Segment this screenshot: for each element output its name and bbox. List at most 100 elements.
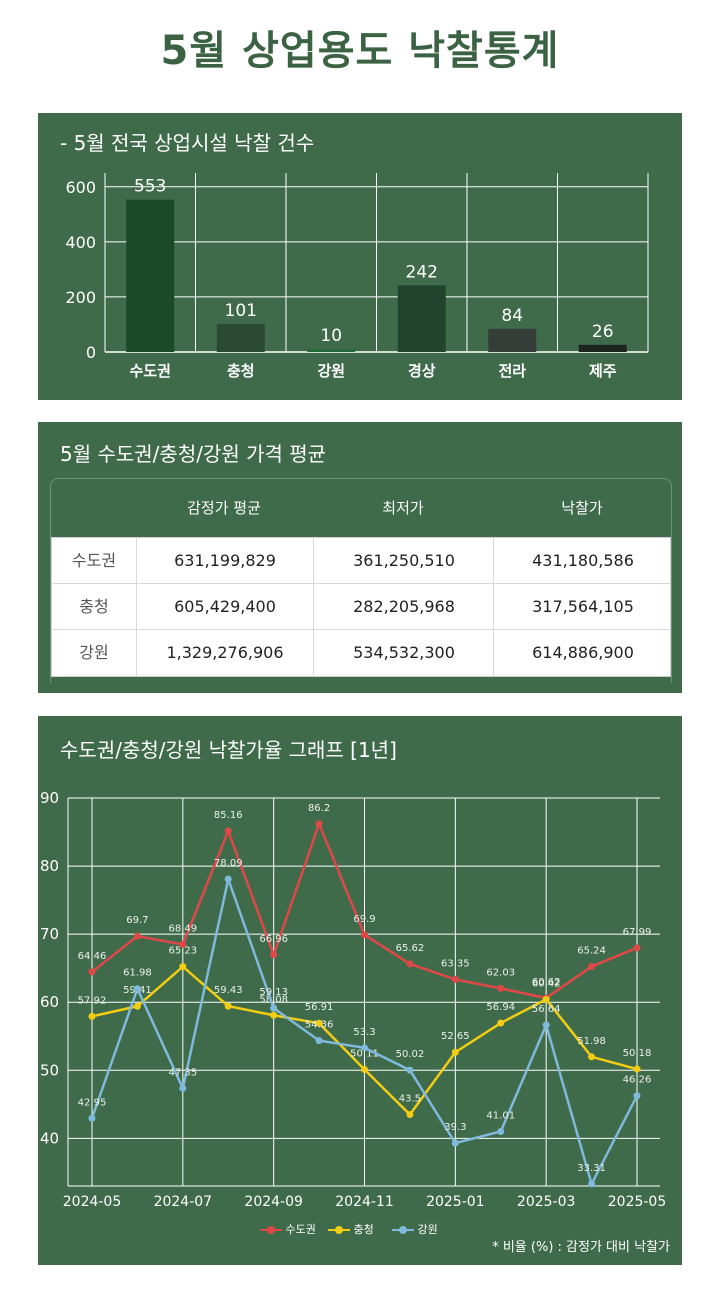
data-point [315, 820, 323, 828]
data-point [361, 931, 368, 939]
data-point [270, 1011, 278, 1019]
data-point [451, 1139, 459, 1147]
y-tick-label: 200 [65, 288, 96, 307]
bar-value-label: 242 [406, 262, 438, 282]
data-label: 53.3 [353, 1027, 375, 1038]
data-point [361, 1066, 368, 1074]
data-point [406, 960, 414, 968]
data-label: 62.03 [486, 967, 515, 978]
data-point [270, 951, 278, 959]
y-tick-label: 40 [40, 1129, 59, 1147]
data-point [588, 963, 596, 971]
y-tick-label: 80 [40, 857, 59, 875]
data-label: 78.09 [214, 858, 243, 869]
data-label: 58.08 [259, 994, 288, 1005]
x-tick-label: 충청 [227, 362, 255, 380]
y-tick-label: 0 [86, 343, 96, 362]
table-row: 수도권 631,199,829 361,250,510 431,180,586 [52, 538, 670, 584]
price-table: 감정가 평균 최저가 낙찰가 수도권 631,199,829 361,250,5… [50, 478, 672, 683]
data-label: 52.65 [441, 1031, 470, 1042]
data-label: 33.31 [577, 1163, 606, 1174]
data-point [406, 1111, 414, 1119]
table-row: 강원 1,329,276,906 534,532,300 614,886,900 [52, 630, 670, 676]
cell-winning: 614,886,900 [532, 643, 634, 662]
cell-appraisal: 605,429,400 [174, 597, 276, 616]
data-label: 66.96 [259, 934, 288, 945]
cell-minimum: 534,532,300 [353, 643, 455, 662]
legend-item-gangwon: 강원 [392, 1221, 438, 1237]
x-tick-label: 2024-09 [244, 1194, 303, 1210]
x-tick-label: 제주 [589, 362, 617, 380]
data-point [633, 1092, 641, 1100]
data-point [588, 1180, 596, 1188]
x-tick-label: 경상 [408, 362, 436, 380]
data-point [497, 1019, 505, 1027]
price-table-panel: 5월 수도권/충청/강원 가격 평균 감정가 평균 최저가 낙찰가 수도권 63… [38, 422, 682, 693]
data-label: 69.9 [353, 914, 375, 925]
data-point [88, 968, 96, 976]
data-label: 56.94 [486, 1002, 515, 1013]
data-point [88, 1114, 96, 1122]
data-label: 43.5 [399, 1094, 421, 1105]
data-label: 50.18 [623, 1048, 652, 1059]
row-header-chungcheong: 충청 [79, 597, 109, 616]
data-point [361, 1044, 368, 1052]
y-tick-label: 600 [65, 178, 96, 197]
legend-item-sudogwon: 수도권 [260, 1221, 316, 1237]
data-point [406, 1066, 414, 1074]
data-label: 57.92 [78, 995, 107, 1006]
data-label: 59.43 [214, 985, 243, 996]
price-table-title: 5월 수도권/충청/강원 가격 평균 [60, 442, 327, 466]
data-point [88, 1012, 96, 1020]
page-title: 5월 상업용도 낙찰통계 [160, 28, 560, 74]
data-label: 61.98 [123, 968, 152, 979]
data-point [633, 944, 641, 952]
bar [126, 199, 175, 352]
x-tick-label: 2024-07 [154, 1194, 213, 1210]
bar-value-label: 553 [134, 177, 166, 197]
data-point [179, 1084, 187, 1092]
series-2: 42.95 61.98 47.35 78.09 59.13 54.36 53.3 50.02 3… [78, 858, 651, 1188]
line-chart-title: 수도권/충청/강원 낙찰가율 그래프 [1년] [60, 738, 397, 762]
row-header-gangwon: 강원 [79, 643, 109, 662]
data-point [542, 995, 550, 1003]
y-tick-label: 60 [40, 993, 59, 1011]
data-label: 69.7 [126, 915, 148, 926]
table-header: 감정가 평균 최저가 낙찰가 [51, 479, 671, 537]
data-label: 42.95 [78, 1097, 107, 1108]
y-tick-label: 70 [40, 925, 59, 943]
data-label: 50.02 [396, 1049, 425, 1060]
data-label: 41.01 [486, 1110, 515, 1121]
x-tick-label: 2024-05 [63, 1194, 122, 1210]
data-point [497, 984, 505, 992]
bar-chart: 0 200 400 600 553 수도권 101 충청 10 강원 242 경상 84 전라 26 제주 [65, 173, 649, 380]
data-point [497, 1127, 505, 1135]
column-header-minimum: 최저가 [382, 499, 424, 517]
data-label: 86.2 [308, 803, 330, 814]
data-label: 59.13 [259, 987, 288, 998]
data-point [315, 1019, 323, 1027]
data-label: 39.3 [444, 1122, 466, 1133]
bar-value-label: 26 [592, 322, 614, 342]
data-label: 47.35 [169, 1067, 198, 1078]
bar-grid [104, 173, 649, 352]
data-label: 68.49 [169, 923, 198, 934]
x-tick-label: 전라 [498, 362, 526, 380]
data-label: 64.46 [78, 951, 107, 962]
data-label: 65.24 [577, 946, 606, 957]
bar-value-label: 10 [320, 326, 342, 346]
data-point [451, 1048, 459, 1056]
bar-chart-title: - 5월 전국 상업시설 낙찰 건수 [60, 131, 315, 155]
bar-chart-panel: - 5월 전국 상업시설 낙찰 건수 0 200 400 600 553 수도권 101 충청… [38, 113, 682, 400]
line-grid [68, 797, 660, 1186]
data-point [224, 875, 232, 883]
y-tick-label: 90 [40, 789, 59, 807]
y-tick-label: 50 [40, 1061, 59, 1079]
data-point [542, 1021, 550, 1029]
table-body: 수도권 631,199,829 361,250,510 431,180,586 … [51, 537, 671, 677]
row-header-sudogwon: 수도권 [71, 551, 117, 570]
x-tick-label: 강원 [317, 362, 345, 380]
data-label: 67.99 [623, 927, 652, 938]
bar-value-label: 101 [225, 301, 257, 321]
data-label: 51.98 [577, 1036, 606, 1047]
